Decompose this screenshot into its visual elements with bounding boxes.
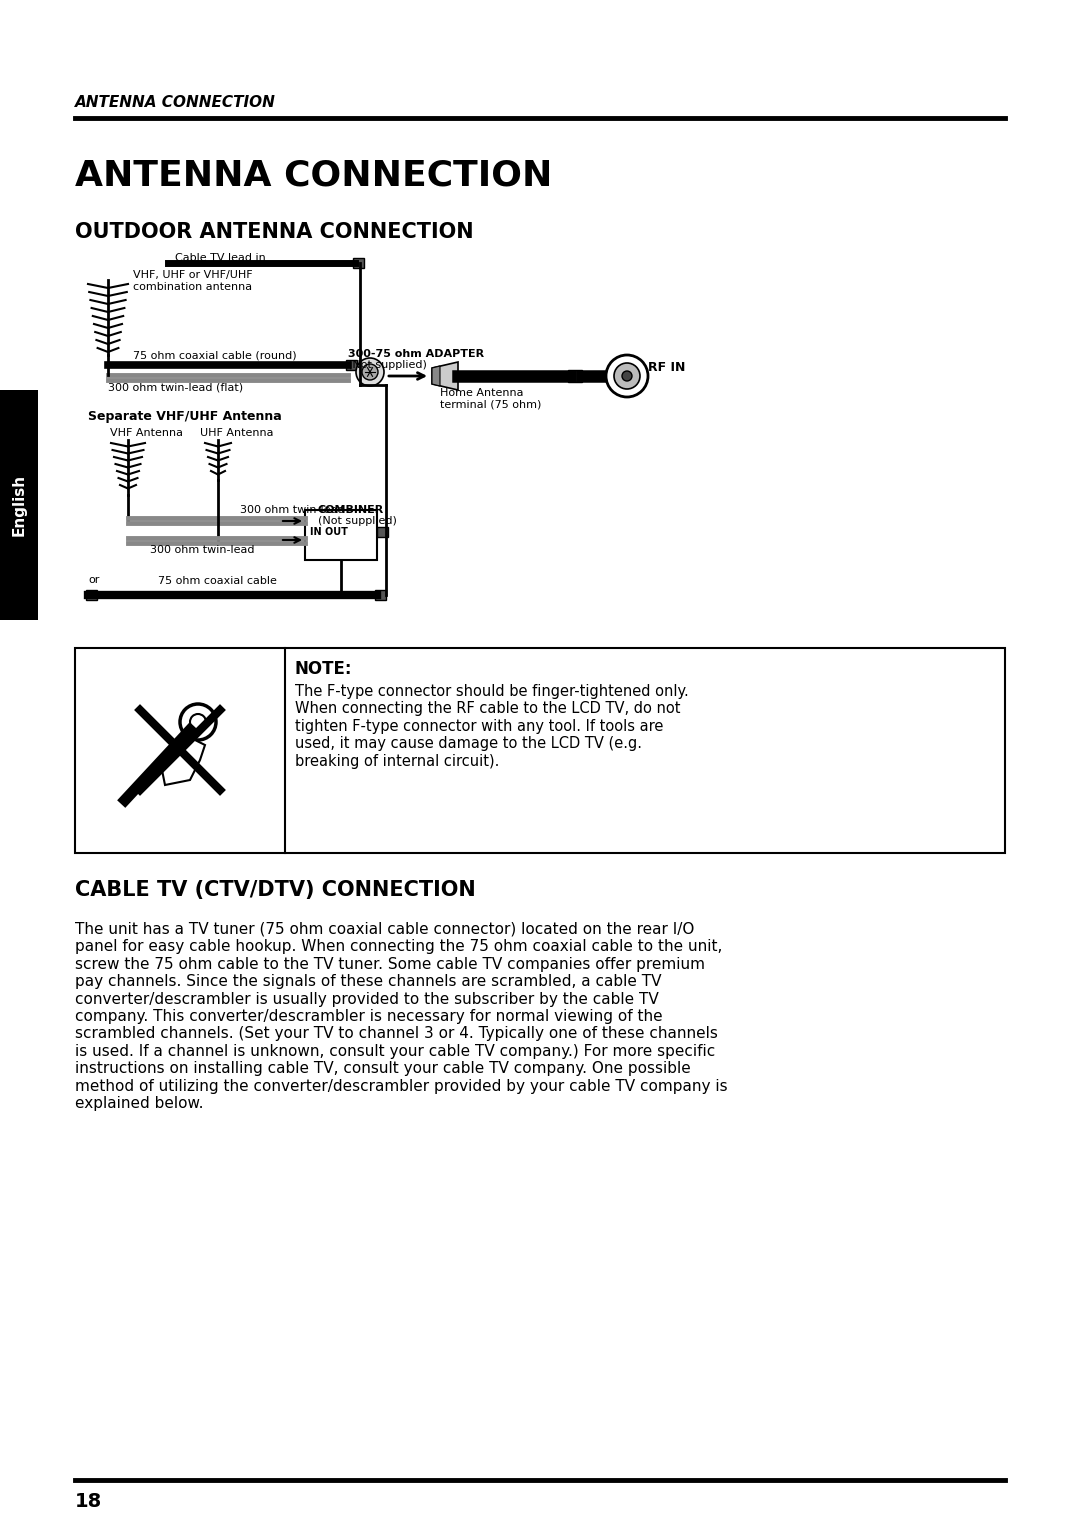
Bar — [377, 528, 388, 537]
Bar — [86, 590, 97, 599]
Text: 300 ohm twin-lead: 300 ohm twin-lead — [240, 505, 345, 515]
Text: 300 ohm twin-lead: 300 ohm twin-lead — [150, 544, 255, 555]
Text: CABLE TV (CTV/DTV) CONNECTION: CABLE TV (CTV/DTV) CONNECTION — [75, 881, 476, 901]
Circle shape — [615, 362, 640, 388]
Text: 300-75 ohm ADAPTER: 300-75 ohm ADAPTER — [348, 349, 484, 359]
Text: 300 ohm twin-lead (flat): 300 ohm twin-lead (flat) — [108, 382, 243, 391]
Circle shape — [180, 703, 216, 740]
Text: 18: 18 — [75, 1492, 103, 1511]
Circle shape — [622, 372, 632, 381]
Text: or: or — [87, 575, 99, 586]
Circle shape — [362, 364, 378, 381]
Bar — [75, 648, 1005, 853]
Text: (Not supplied): (Not supplied) — [318, 515, 396, 526]
Text: COMBINER: COMBINER — [318, 505, 384, 515]
Polygon shape — [160, 735, 205, 784]
Text: The unit has a TV tuner (75 ohm coaxial cable connector) located on the rear I/O: The unit has a TV tuner (75 ohm coaxial … — [75, 922, 728, 1112]
Text: ANTENNA CONNECTION: ANTENNA CONNECTION — [75, 157, 552, 193]
Text: Separate VHF/UHF Antenna: Separate VHF/UHF Antenna — [87, 410, 282, 424]
Bar — [0, 390, 38, 619]
Text: VHF Antenna: VHF Antenna — [110, 428, 183, 437]
Text: NOTE:: NOTE: — [295, 661, 352, 677]
Text: Cable TV lead in: Cable TV lead in — [175, 252, 266, 263]
Bar — [346, 359, 357, 370]
Bar — [568, 370, 582, 382]
Text: IN OUT: IN OUT — [310, 528, 348, 537]
Text: OUTDOOR ANTENNA CONNECTION: OUTDOOR ANTENNA CONNECTION — [75, 222, 474, 242]
Circle shape — [606, 355, 648, 398]
Text: 75 ohm coaxial cable (round): 75 ohm coaxial cable (round) — [133, 350, 297, 359]
Bar — [305, 511, 377, 560]
Text: UHF Antenna: UHF Antenna — [200, 428, 273, 437]
Text: Home Antenna
terminal (75 ohm): Home Antenna terminal (75 ohm) — [440, 388, 541, 410]
Polygon shape — [432, 362, 458, 390]
Text: ANTENNA CONNECTION: ANTENNA CONNECTION — [75, 95, 275, 110]
Text: (Not supplied): (Not supplied) — [348, 359, 427, 370]
Circle shape — [356, 358, 384, 385]
Circle shape — [190, 714, 206, 729]
Text: VHF, UHF or VHF/UHF
combination antenna: VHF, UHF or VHF/UHF combination antenna — [133, 271, 253, 292]
Polygon shape — [432, 365, 440, 385]
Text: RF IN: RF IN — [648, 361, 686, 375]
Bar — [375, 590, 386, 599]
Text: The F-type connector should be finger-tightened only.
When connecting the RF cab: The F-type connector should be finger-ti… — [295, 683, 689, 769]
Text: English: English — [12, 474, 27, 537]
Bar — [353, 258, 364, 268]
Text: 75 ohm coaxial cable: 75 ohm coaxial cable — [158, 576, 276, 586]
